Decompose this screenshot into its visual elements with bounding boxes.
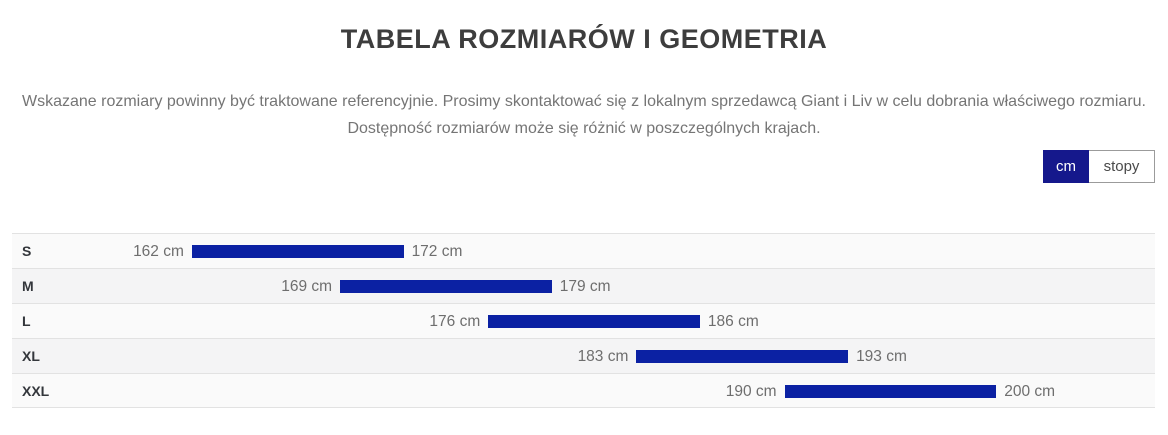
range-start-label: 183 cm (577, 348, 629, 365)
range-start-label: 190 cm (725, 383, 777, 400)
range-end-label: 186 cm (707, 313, 759, 330)
range-start-label: 169 cm (281, 278, 333, 295)
range-end-label: 172 cm (411, 243, 463, 260)
size-label: S (22, 243, 32, 259)
range-end-label: 200 cm (1004, 383, 1056, 400)
unit-toggle-stopy[interactable]: stopy (1089, 150, 1155, 183)
size-chart-row: L 176 cm 186 cm (12, 303, 1155, 338)
range-end-label: 193 cm (856, 348, 907, 365)
height-range-bar: 183 cm 193 cm (578, 348, 907, 365)
size-chart-row: M 169 cm 179 cm (12, 268, 1155, 303)
size-label: XXL (22, 383, 50, 399)
size-chart: S 162 cm 172 cm M 169 cm 179 cm L 176 cm… (12, 233, 1155, 408)
page-title: TABELA ROZMIARÓW I GEOMETRIA (340, 24, 828, 54)
size-chart-row: XL 183 cm 193 cm (12, 338, 1155, 373)
size-label: XL (22, 348, 40, 364)
size-chart-row: XXL 190 cm 200 cm (12, 373, 1155, 408)
disclaimer-line-2: Dostępność rozmiarów może się różnić w p… (347, 120, 821, 137)
range-end-label: 179 cm (559, 278, 611, 295)
size-label: L (22, 313, 31, 329)
disclaimer-line-1: Wskazane rozmiary powinny być traktowane… (21, 93, 1146, 110)
size-disclaimer: Wskazane rozmiary powinny być traktowane… (0, 88, 1168, 142)
size-label: M (22, 278, 34, 294)
unit-toggle-cm[interactable]: cm (1043, 150, 1089, 183)
range-start-label: 176 cm (429, 313, 481, 330)
height-range-bar: 190 cm 200 cm (726, 383, 1055, 400)
size-chart-row: S 162 cm 172 cm (12, 233, 1155, 268)
height-range-bar: 169 cm 179 cm (281, 278, 610, 295)
height-range-bar: 176 cm 186 cm (429, 313, 758, 330)
unit-toggle: cm stopy (1043, 150, 1155, 183)
height-range-bar: 162 cm 172 cm (133, 243, 462, 260)
range-start-label: 162 cm (133, 243, 184, 260)
